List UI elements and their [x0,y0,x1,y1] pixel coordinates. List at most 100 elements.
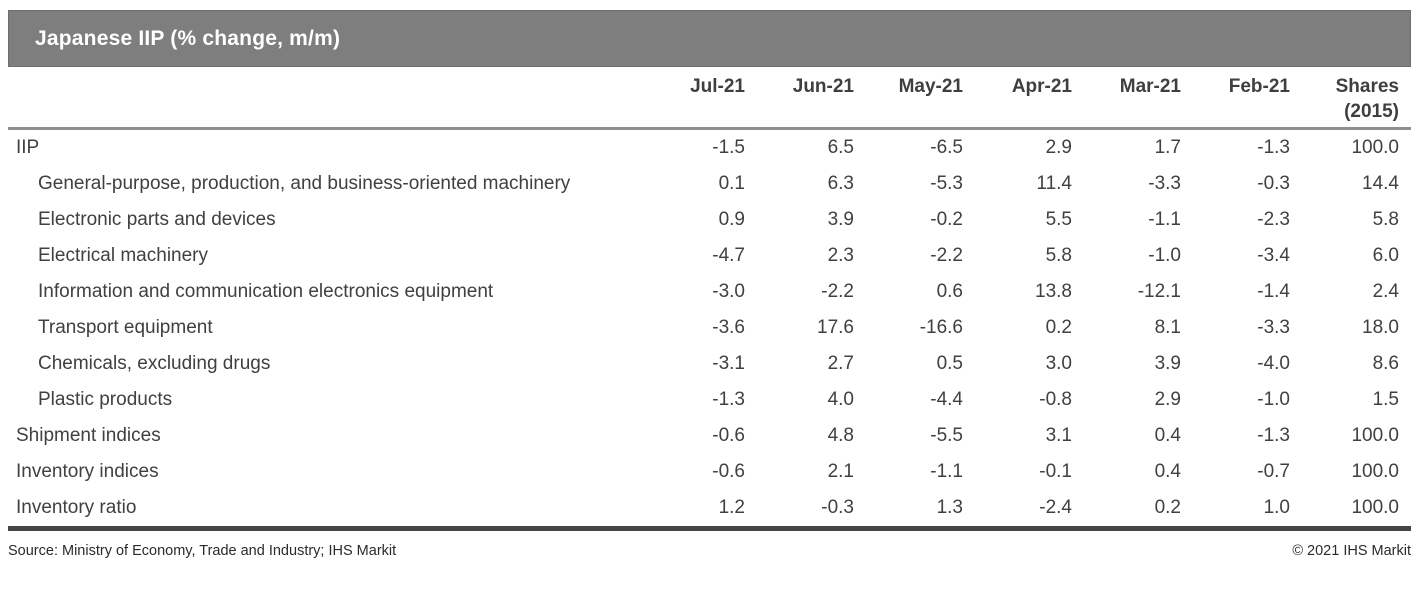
column-header-apr-21: Apr-21 [975,67,1084,130]
value-cell: -3.4 [1257,245,1290,266]
value-cell: 0.5 [936,353,963,374]
value-cell: -0.8 [1039,389,1072,410]
value-cell: 0.2 [1154,497,1181,518]
value-cell: -1.1 [930,461,963,482]
value-cell: 3.9 [1154,353,1181,374]
value-cell: -1.3 [1257,137,1290,158]
value-cell: 0.2 [1045,317,1072,338]
row-label: Electrical machinery [38,245,208,266]
value-cell: 2.7 [827,353,854,374]
value-cell: -1.5 [712,137,745,158]
value-cell: -12.1 [1137,281,1181,302]
table-row: Inventory indices -0.6 2.1 -1.1 -0.1 0.4 -0.7 1… [8,454,1411,490]
value-cell: -0.6 [712,461,745,482]
row-label: Electronic parts and devices [38,209,276,230]
row-label: Plastic products [38,389,173,410]
column-header-shares-2015: Shares (2015) [1302,67,1411,130]
value-cell: 100.0 [1351,497,1399,518]
table-row: Electrical machinery -4.7 2.3 -2.2 5.8 -1.0 -3… [8,238,1411,274]
value-cell: -3.3 [1257,317,1290,338]
value-cell: -3.1 [712,353,745,374]
row-label: General-purpose, production, and busines… [38,173,571,194]
value-cell: -2.4 [1039,497,1072,518]
value-cell: -6.5 [930,137,963,158]
value-cell: -2.2 [821,281,854,302]
value-cell: -1.4 [1257,281,1290,302]
value-cell: -16.6 [919,317,963,338]
footer: Source: Ministry of Economy, Trade and I… [8,543,1411,559]
value-cell: -0.3 [1257,173,1290,194]
value-cell: 5.8 [1372,209,1399,230]
value-cell: -3.0 [712,281,745,302]
table-row: Chemicals, excluding drugs -3.1 2.7 0.5 3.0 3… [8,346,1411,382]
copyright-note: © 2021 IHS Markit [1292,543,1411,559]
value-cell: 0.1 [718,173,745,194]
table-title-bar: Japanese IIP (% change, m/m) [8,10,1411,67]
table-header: Jul-21 Jun-21 May-21 Apr-21 Mar-21 Feb-21 Shar… [8,67,1411,130]
value-cell: 6.5 [827,137,854,158]
value-cell: 100.0 [1351,425,1399,446]
value-cell: 2.4 [1372,281,1399,302]
value-cell: -0.3 [821,497,854,518]
column-header-row: Jul-21 Jun-21 May-21 Apr-21 Mar-21 Feb-21 Shar… [8,67,1411,130]
value-cell: -1.1 [1148,209,1181,230]
value-cell: 4.8 [827,425,854,446]
table-row: Information and communication electronic… [8,274,1411,310]
value-cell: 3.0 [1045,353,1072,374]
value-cell: -2.3 [1257,209,1290,230]
value-cell: 100.0 [1351,137,1399,158]
value-cell: 2.9 [1154,389,1181,410]
value-cell: 8.1 [1154,317,1181,338]
value-cell: -4.7 [712,245,745,266]
value-cell: 1.0 [1263,497,1290,518]
row-label: IIP [16,137,40,158]
value-cell: 13.8 [1035,281,1072,302]
table-row: Shipment indices -0.6 4.8 -5.5 3.1 0.4 -1.3 100… [8,418,1411,454]
value-cell: -4.4 [930,389,963,410]
value-cell: 18.0 [1362,317,1399,338]
column-header-feb-21: Feb-21 [1193,67,1302,130]
row-label: Shipment indices [16,425,161,446]
value-cell: -1.0 [1148,245,1181,266]
value-cell: 0.9 [718,209,745,230]
table-row: Plastic products -1.3 4.0 -4.4 -0.8 2.9 -1.0 1.… [8,382,1411,418]
row-label: Chemicals, excluding drugs [38,353,271,374]
value-cell: 4.0 [827,389,854,410]
value-cell: 0.4 [1154,461,1181,482]
value-cell: 0.6 [936,281,963,302]
value-cell: -1.3 [1257,425,1290,446]
value-cell: 3.1 [1045,425,1072,446]
value-cell: -3.6 [712,317,745,338]
column-header-may-21: May-21 [866,67,975,130]
value-cell: 2.9 [1045,137,1072,158]
value-cell: -0.1 [1039,461,1072,482]
value-cell: 2.1 [827,461,854,482]
value-cell: 1.5 [1372,389,1399,410]
value-cell: -5.5 [930,425,963,446]
value-cell: 5.8 [1045,245,1072,266]
table-row: Inventory ratio 1.2 -0.3 1.3 -2.4 0.2 1.0 100.0 [8,490,1411,529]
value-cell: 17.6 [817,317,854,338]
value-cell: 11.4 [1036,173,1072,194]
value-cell: 0.4 [1154,425,1181,446]
value-cell: 1.2 [718,497,745,518]
value-cell: 2.3 [827,245,854,266]
table-body: IIP -1.5 6.5 -6.5 2.9 1.7 -1.3 100.0 General-pur… [8,129,1411,529]
value-cell: 6.0 [1372,245,1399,266]
value-cell: 1.3 [936,497,963,518]
value-cell: 1.7 [1154,137,1181,158]
iip-data-table: Jul-21 Jun-21 May-21 Apr-21 Mar-21 Feb-21 Shar… [8,67,1411,531]
column-header-jun-21: Jun-21 [757,67,866,130]
column-header-jul-21: Jul-21 [648,67,757,130]
table-row: General-purpose, production, and busines… [8,166,1411,202]
table-row: IIP -1.5 6.5 -6.5 2.9 1.7 -1.3 100.0 [8,129,1411,167]
value-cell: -5.3 [930,173,963,194]
value-cell: 5.5 [1045,209,1072,230]
value-cell: -1.0 [1257,389,1290,410]
table-row: Electronic parts and devices 0.9 3.9 -0.2 5.… [8,202,1411,238]
value-cell: -0.7 [1257,461,1290,482]
column-header-mar-21: Mar-21 [1084,67,1193,130]
row-label: Information and communication electronic… [38,281,494,302]
row-label: Inventory ratio [16,497,137,518]
value-cell: -0.6 [712,425,745,446]
